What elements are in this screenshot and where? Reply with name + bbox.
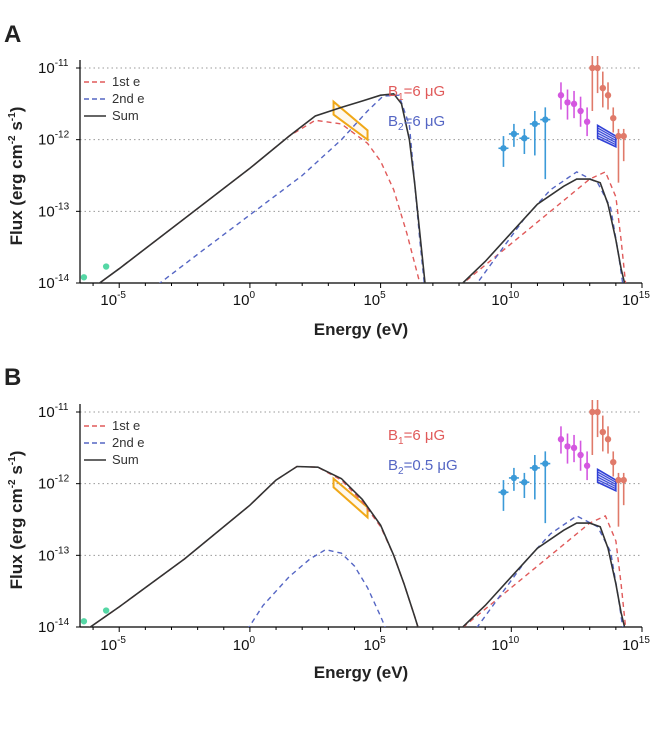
x-tick-label: 105 — [363, 635, 386, 654]
y-tick-label: 10-13 — [38, 545, 70, 564]
data-point-fermi — [519, 128, 530, 154]
legend-label: Sum — [112, 108, 139, 123]
b-field-annotation: B2=6 μG — [388, 113, 445, 133]
legend-label: 2nd e — [112, 91, 145, 106]
x-tick-label: 1010 — [491, 290, 519, 309]
b-field-annotation: B1=6 μG — [388, 427, 445, 447]
data-point-optical — [80, 274, 88, 281]
legend-label: 2nd e — [112, 435, 145, 450]
data-point-hess — [599, 71, 606, 108]
panel-a: A 10-5 100 105 1010 1015 10-14 10-13 10-12 10-11 E… — [4, 21, 650, 339]
data-point-fermi — [529, 455, 540, 500]
legend-label: 1st e — [112, 74, 140, 89]
y-tick-label: 10-11 — [38, 402, 69, 421]
data-point-fermi — [540, 451, 551, 524]
legend: 1st e 2nd e Sum — [84, 418, 145, 467]
y-tick-label: 10-14 — [38, 273, 70, 292]
data-point-fermi — [508, 123, 519, 147]
legend-label: 1st e — [112, 418, 140, 433]
legend: 1st e 2nd e Sum — [84, 74, 145, 123]
data-point-hess — [610, 451, 617, 477]
data-point-magic — [583, 107, 591, 137]
data-point-fermi — [529, 111, 540, 156]
data-point-fermi — [498, 136, 509, 167]
plot-area — [80, 400, 627, 627]
data-point-magic — [570, 90, 578, 119]
data-point-magic — [577, 96, 584, 127]
x-tick-label: 105 — [363, 290, 386, 309]
data-point-hess — [615, 128, 622, 183]
data-point-hess — [594, 400, 601, 438]
data-point-fermi — [498, 480, 509, 511]
data-point-magic — [557, 82, 565, 110]
data-point-hess — [599, 415, 606, 452]
x-tick-label: 1015 — [622, 290, 650, 309]
panel-letter: A — [4, 21, 21, 48]
data-point-hess — [620, 472, 627, 506]
x-tick-label: 100 — [233, 635, 256, 654]
series-1st-e — [98, 119, 627, 283]
y-tick-label: 10-13 — [38, 201, 70, 220]
data-point-magic — [577, 440, 584, 471]
x-tick-label: 10-5 — [100, 290, 126, 309]
data-point-optical — [102, 263, 110, 270]
panel-b: B 10-5 100 105 1010 1015 10-14 10-13 10-12 10-11 E… — [4, 364, 650, 682]
x-axis-title: Energy (eV) — [314, 320, 408, 339]
series-2nd-e — [158, 94, 624, 283]
data-point-hess — [610, 107, 617, 133]
data-point-hess — [604, 82, 612, 110]
data-point-magic — [570, 434, 578, 463]
plot-area — [80, 56, 627, 283]
data-point-magic — [564, 89, 571, 120]
data-point-magic — [564, 433, 571, 464]
series-sum — [88, 465, 626, 627]
y-tick-label: 10-12 — [38, 130, 70, 149]
data-point-fermi — [540, 107, 551, 180]
data-point-fermi — [508, 467, 519, 491]
y-axis-title: Flux (erg cm-2 s-1) — [7, 107, 26, 246]
y-axis-title: Flux (erg cm-2 s-1) — [7, 451, 26, 590]
y-tick-label: 10-11 — [38, 58, 69, 77]
x-tick-label: 1010 — [491, 635, 519, 654]
data-point-optical — [102, 607, 110, 614]
data-point-magic — [583, 451, 591, 481]
legend-label: Sum — [112, 452, 139, 467]
data-point-optical — [80, 618, 88, 625]
data-point-hess — [594, 56, 601, 94]
y-tick-label: 10-14 — [38, 617, 70, 636]
y-tick-label: 10-12 — [38, 474, 70, 493]
x-axis-title: Energy (eV) — [314, 663, 408, 682]
xray-bowtie — [332, 476, 369, 520]
data-point-hess — [615, 472, 622, 527]
data-point-fermi — [519, 472, 530, 498]
hawc-bowtie — [596, 468, 617, 493]
series-2nd-e — [248, 515, 624, 627]
x-tick-label: 100 — [233, 290, 256, 309]
data-point-hess — [589, 400, 596, 455]
data-point-hess — [620, 128, 627, 162]
b-field-annotation: B1=6 μG — [388, 83, 445, 103]
data-point-hess — [589, 56, 596, 111]
data-point-magic — [557, 426, 565, 454]
xray-bowtie — [332, 99, 369, 142]
series-sum — [98, 92, 626, 283]
data-point-hess — [604, 426, 612, 454]
x-tick-label: 10-5 — [100, 635, 126, 654]
x-tick-label: 1015 — [622, 635, 650, 654]
hawc-bowtie — [596, 124, 617, 149]
b-field-annotation: B2=0.5 μG — [388, 457, 458, 477]
panel-letter: B — [4, 364, 21, 391]
